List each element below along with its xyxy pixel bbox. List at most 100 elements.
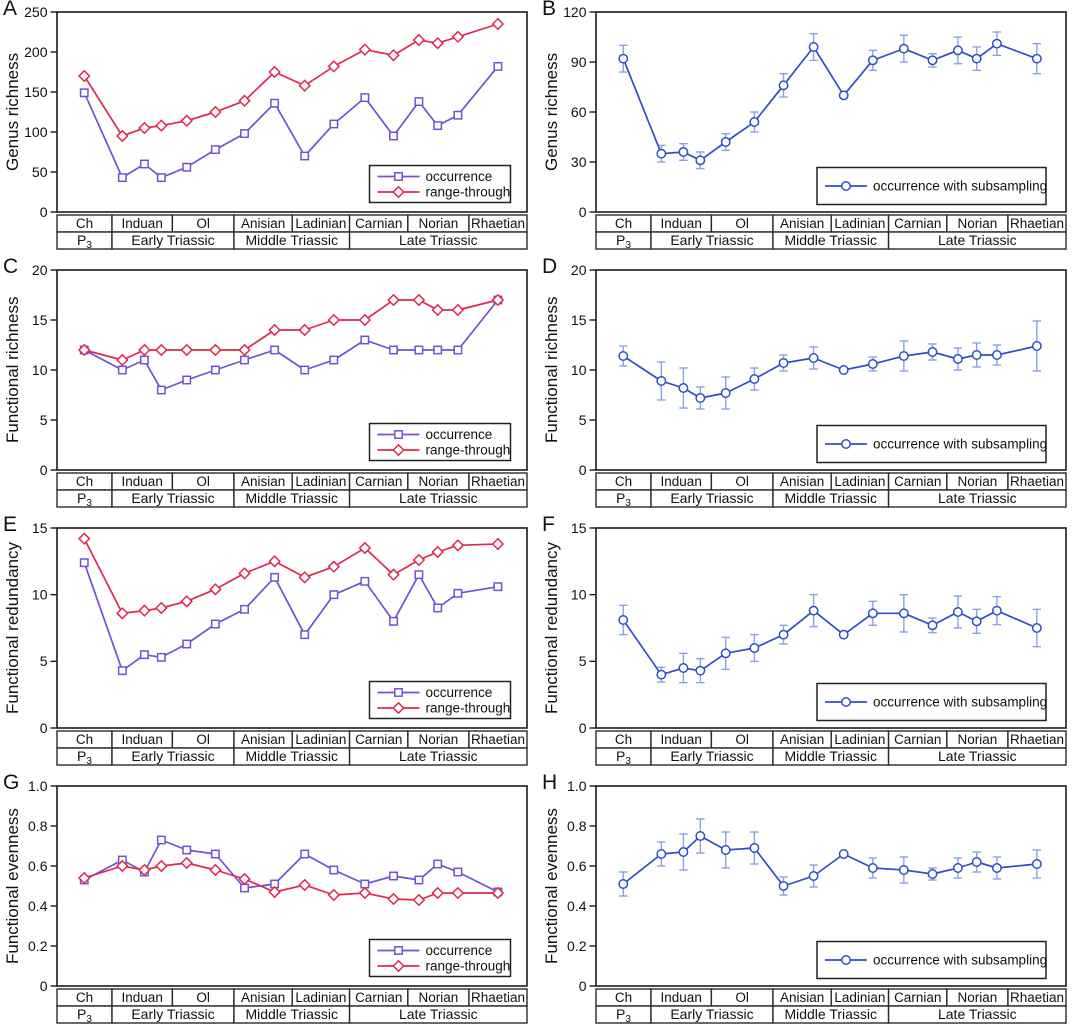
data-point-marker	[414, 570, 424, 580]
data-point-marker	[156, 385, 166, 395]
era-cell-label: P3	[77, 232, 92, 251]
data-point-marker	[138, 343, 151, 357]
data-point-marker	[841, 955, 851, 965]
legend-label: range-through	[426, 443, 511, 458]
era-cell-label: Late Triassic	[399, 232, 478, 248]
panel-G-plot: Ch Induan Ol Anisian Ladinian Carnian Norian Rh…	[28, 778, 528, 1025]
stage-cell-label: Induan	[122, 990, 163, 1005]
data-point-marker	[389, 871, 398, 881]
stage-cell-label: Carnian	[355, 732, 402, 747]
panel-A-plot: Ch Induan Ol Anisian Ladinian Carnian Norian Rh…	[24, 4, 528, 251]
data-point-marker	[392, 443, 405, 457]
data-point-marker	[808, 353, 819, 363]
data-point-marker	[77, 69, 91, 83]
data-point-marker	[156, 652, 166, 662]
era-cell	[887, 489, 1067, 508]
data-point-marker	[298, 878, 311, 892]
series-line	[622, 835, 1037, 887]
era-cell-label: P3	[77, 490, 92, 509]
data-point-marker	[394, 430, 403, 439]
y-tick-label: 0.2	[28, 938, 48, 954]
data-point-marker	[182, 162, 192, 172]
y-tick-label: 0.6	[567, 858, 587, 874]
data-point-marker	[180, 856, 193, 870]
stage-cell-label: Norian	[419, 990, 459, 1005]
era-cell-label: Early Triassic	[131, 1006, 214, 1022]
data-point-marker	[695, 831, 706, 841]
stage-cell-label: Induan	[661, 990, 702, 1005]
data-point-marker	[358, 886, 372, 900]
stage-cell-label: Anisian	[780, 990, 824, 1005]
stage-cell-label: Ol	[196, 474, 210, 489]
data-point-marker	[139, 159, 149, 169]
stage-cell-label: Anisian	[241, 732, 285, 747]
stage-cell-label: Anisian	[241, 990, 285, 1005]
era-cell	[348, 747, 528, 766]
era-cell-label: Early Triassic	[670, 490, 753, 506]
stage-cell-label: Ol	[735, 990, 749, 1005]
series-line	[83, 23, 499, 137]
data-point-marker	[358, 43, 372, 56]
stage-cell-label: Ch	[615, 216, 632, 231]
y-tick-label: 0.6	[28, 858, 48, 874]
data-point-marker	[451, 30, 465, 44]
y-tick-label: 1.0	[28, 778, 48, 794]
data-point-marker	[139, 355, 149, 365]
legend-label: occurrence with subsampling	[873, 695, 1047, 710]
data-point-marker	[210, 145, 220, 155]
data-point-marker	[898, 865, 909, 875]
y-tick-label: 10	[32, 586, 48, 602]
legend-label: occurrence with subsampling	[873, 437, 1047, 452]
era-cell-label: Early Triassic	[131, 232, 214, 248]
data-point-marker	[431, 303, 444, 317]
data-point-marker	[389, 616, 398, 626]
panel-letter: G	[3, 771, 20, 794]
stage-cell-label: Induan	[661, 216, 702, 231]
legend: occurrence with subsampling	[816, 682, 1047, 722]
data-point-marker	[808, 871, 819, 881]
data-point-marker	[867, 863, 878, 873]
data-point-marker	[493, 582, 503, 592]
time-axis-table: Ch Induan Ol Anisian Ladinian Carnian Norian Rh…	[595, 988, 1067, 1025]
data-point-marker	[329, 590, 339, 600]
panel-A: A Genus richness Ch Induan Ol Anisian Ladinian…	[0, 0, 539, 258]
time-axis-table: Ch Induan Ol Anisian Ladinian Carnian Norian Rh…	[56, 730, 528, 767]
data-point-marker	[414, 345, 424, 355]
data-point-marker	[678, 663, 689, 673]
data-point-marker	[300, 630, 310, 640]
panel-E-plot: Ch Induan Ol Anisian Ladinian Carnian Norian Rh…	[32, 520, 528, 767]
era-cell-label: P3	[77, 748, 92, 767]
data-point-marker	[695, 155, 706, 166]
stage-cell-label: Ladinian	[295, 732, 346, 747]
y-axis-ticks: 0 0.2 0.4 0.6 0.8 1.0	[567, 778, 596, 994]
stage-cell-label: Ch	[76, 990, 93, 1005]
data-point-marker	[116, 353, 129, 367]
data-point-marker	[300, 849, 310, 859]
data-point-marker	[720, 648, 731, 659]
stage-cell-label: Induan	[661, 732, 702, 747]
data-point-marker	[898, 351, 909, 361]
data-point-marker	[720, 845, 731, 855]
data-point-marker	[971, 350, 982, 360]
data-point-marker	[656, 148, 667, 159]
panel-C: C Functional richness Ch Induan Ol Anisian Lad…	[0, 255, 539, 516]
stage-cell-label: Norian	[419, 474, 459, 489]
stage-cell-label: Carnian	[355, 474, 402, 489]
data-point-marker	[695, 665, 706, 676]
data-point-marker	[116, 607, 129, 620]
stage-cell-label: Ol	[735, 732, 749, 747]
era-cell-label: Middle Triassic	[245, 1006, 338, 1022]
y-axis-ticks: 0 5 10 15	[32, 520, 57, 736]
stage-cell-label: Ch	[615, 990, 632, 1005]
era-cell-label: Late Triassic	[938, 1006, 1017, 1022]
time-axis-table: Ch Induan Ol Anisian Ladinian Carnian Norian Rh…	[56, 472, 528, 509]
data-point-marker	[453, 867, 463, 877]
stage-cell-label: Carnian	[355, 216, 402, 231]
legend-box	[368, 938, 512, 978]
legend-box	[368, 680, 512, 720]
time-axis-table: Ch Induan Ol Anisian Ladinian Carnian Norian Rh…	[56, 214, 528, 251]
data-point-marker	[360, 93, 370, 103]
data-point-marker	[156, 835, 166, 845]
data-point-marker	[927, 55, 938, 66]
series-line	[83, 562, 499, 672]
